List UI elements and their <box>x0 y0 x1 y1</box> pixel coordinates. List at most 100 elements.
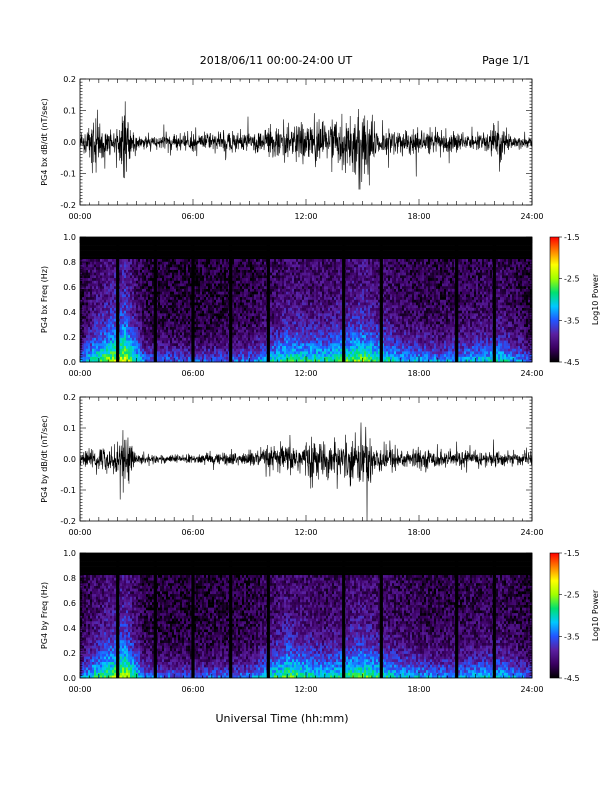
spectrogram-cell <box>254 291 256 294</box>
spectrogram-cell <box>220 261 222 264</box>
spectrogram-cell <box>166 261 168 264</box>
spectrogram-cell <box>144 248 146 251</box>
spectrogram-cell <box>164 346 166 349</box>
spectrogram-cell <box>262 351 264 354</box>
spectrogram-cell <box>222 294 224 297</box>
spectrogram-cell <box>100 270 102 273</box>
spectrogram-cell <box>176 327 178 330</box>
spectrogram-cell <box>208 319 210 322</box>
spectrogram-cell <box>162 324 164 327</box>
spectrogram-cell <box>250 275 252 278</box>
spectrogram-cell <box>106 319 108 322</box>
spectrogram-cell <box>180 316 182 319</box>
spectrogram-cell <box>178 237 180 240</box>
spectrogram-cell <box>98 297 100 300</box>
spectrogram-cell <box>164 267 166 270</box>
spectrogram-cell <box>146 253 148 256</box>
spectrogram-cell <box>114 348 116 351</box>
spectrogram-cell <box>164 310 166 313</box>
spectrogram-cell <box>264 261 266 264</box>
spectrogram-cell <box>282 357 284 360</box>
spectrogram-cell <box>216 308 218 311</box>
spectrogram-cell <box>234 351 236 354</box>
spectrogram-cell <box>166 313 168 316</box>
spectrogram-cell <box>212 253 214 256</box>
spectrogram-cell <box>150 291 152 294</box>
spectrogram-cell <box>86 316 88 319</box>
spectrogram-cell <box>112 302 114 305</box>
spectrogram-cell <box>160 272 162 275</box>
spectrogram-cell <box>200 327 202 330</box>
spectrogram-cell <box>88 278 90 281</box>
spectrogram-cell <box>184 338 186 341</box>
spectrogram-cell <box>240 256 242 259</box>
spectrogram-cell <box>264 242 266 245</box>
spectrogram-cell <box>100 237 102 240</box>
spectrogram-cell <box>96 280 98 283</box>
spectrogram-cell <box>92 242 94 245</box>
spectrogram-cell <box>110 289 112 292</box>
spectrogram-cell <box>200 259 202 262</box>
spectrogram-cell <box>286 313 288 316</box>
spectrogram-cell <box>210 308 212 311</box>
spectrogram-cell <box>102 324 104 327</box>
spectrogram-cell <box>178 324 180 327</box>
spectrogram-cell <box>252 251 254 254</box>
spectrogram-cell <box>270 253 272 256</box>
spectrogram-cell <box>98 300 100 303</box>
spectrogram-cell <box>132 278 134 281</box>
spectrogram-cell <box>164 289 166 292</box>
spectrogram-cell <box>196 283 198 286</box>
spectrogram-cell <box>232 348 234 351</box>
spectrogram-cell <box>142 305 144 308</box>
spectrogram-cell <box>184 256 186 259</box>
spectrogram-cell <box>210 261 212 264</box>
spectrogram-cell <box>106 302 108 305</box>
spectrogram-cell <box>214 313 216 316</box>
spectrogram-cell <box>158 291 160 294</box>
spectrogram-cell <box>208 340 210 343</box>
spectrogram-cell <box>166 283 168 286</box>
spectrogram-cell <box>262 286 264 289</box>
spectrogram-cell <box>214 259 216 262</box>
spectrogram-cell <box>250 338 252 341</box>
spectrogram-cell <box>248 300 250 303</box>
spectrogram-cell <box>256 308 258 311</box>
spectrogram-cell <box>92 248 94 251</box>
spectrogram-cell <box>162 272 164 275</box>
spectrogram-cell <box>172 267 174 270</box>
spectrogram-cell <box>210 264 212 267</box>
spectrogram-cell <box>200 357 202 360</box>
spectrogram-cell <box>138 270 140 273</box>
spectrogram-cell <box>176 297 178 300</box>
spectrogram-cell <box>274 338 276 341</box>
spectrogram-cell <box>134 335 136 338</box>
spectrogram-cell <box>254 357 256 360</box>
spectrogram-cell <box>132 289 134 292</box>
spectrogram-cell <box>264 270 266 273</box>
spectrogram-cell <box>170 242 172 245</box>
spectrogram-cell <box>256 280 258 283</box>
spectrogram-cell <box>242 245 244 248</box>
spectrogram-cell <box>252 253 254 256</box>
spectrogram-cell <box>186 335 188 338</box>
spectrogram-cell <box>130 272 132 275</box>
spectrogram-cell <box>146 348 148 351</box>
spectrogram-cell <box>286 329 288 332</box>
spectrogram-cell <box>240 270 242 273</box>
spectrogram-cell <box>176 280 178 283</box>
spectrogram-cell <box>182 245 184 248</box>
spectrogram-cell <box>200 256 202 259</box>
spectrogram-cell <box>216 270 218 273</box>
spectrogram-cell <box>122 286 124 289</box>
spectrogram-cell <box>276 302 278 305</box>
spectrogram-cell <box>256 245 258 248</box>
spectrogram-cell <box>204 272 206 275</box>
spectrogram-cell <box>284 351 286 354</box>
spectrogram-cell <box>248 329 250 332</box>
spectrogram-cell <box>258 286 260 289</box>
spectrogram-cell <box>242 329 244 332</box>
spectrogram-cell <box>94 259 96 262</box>
spectrogram-cell <box>288 354 290 357</box>
spectrogram-cell <box>86 302 88 305</box>
